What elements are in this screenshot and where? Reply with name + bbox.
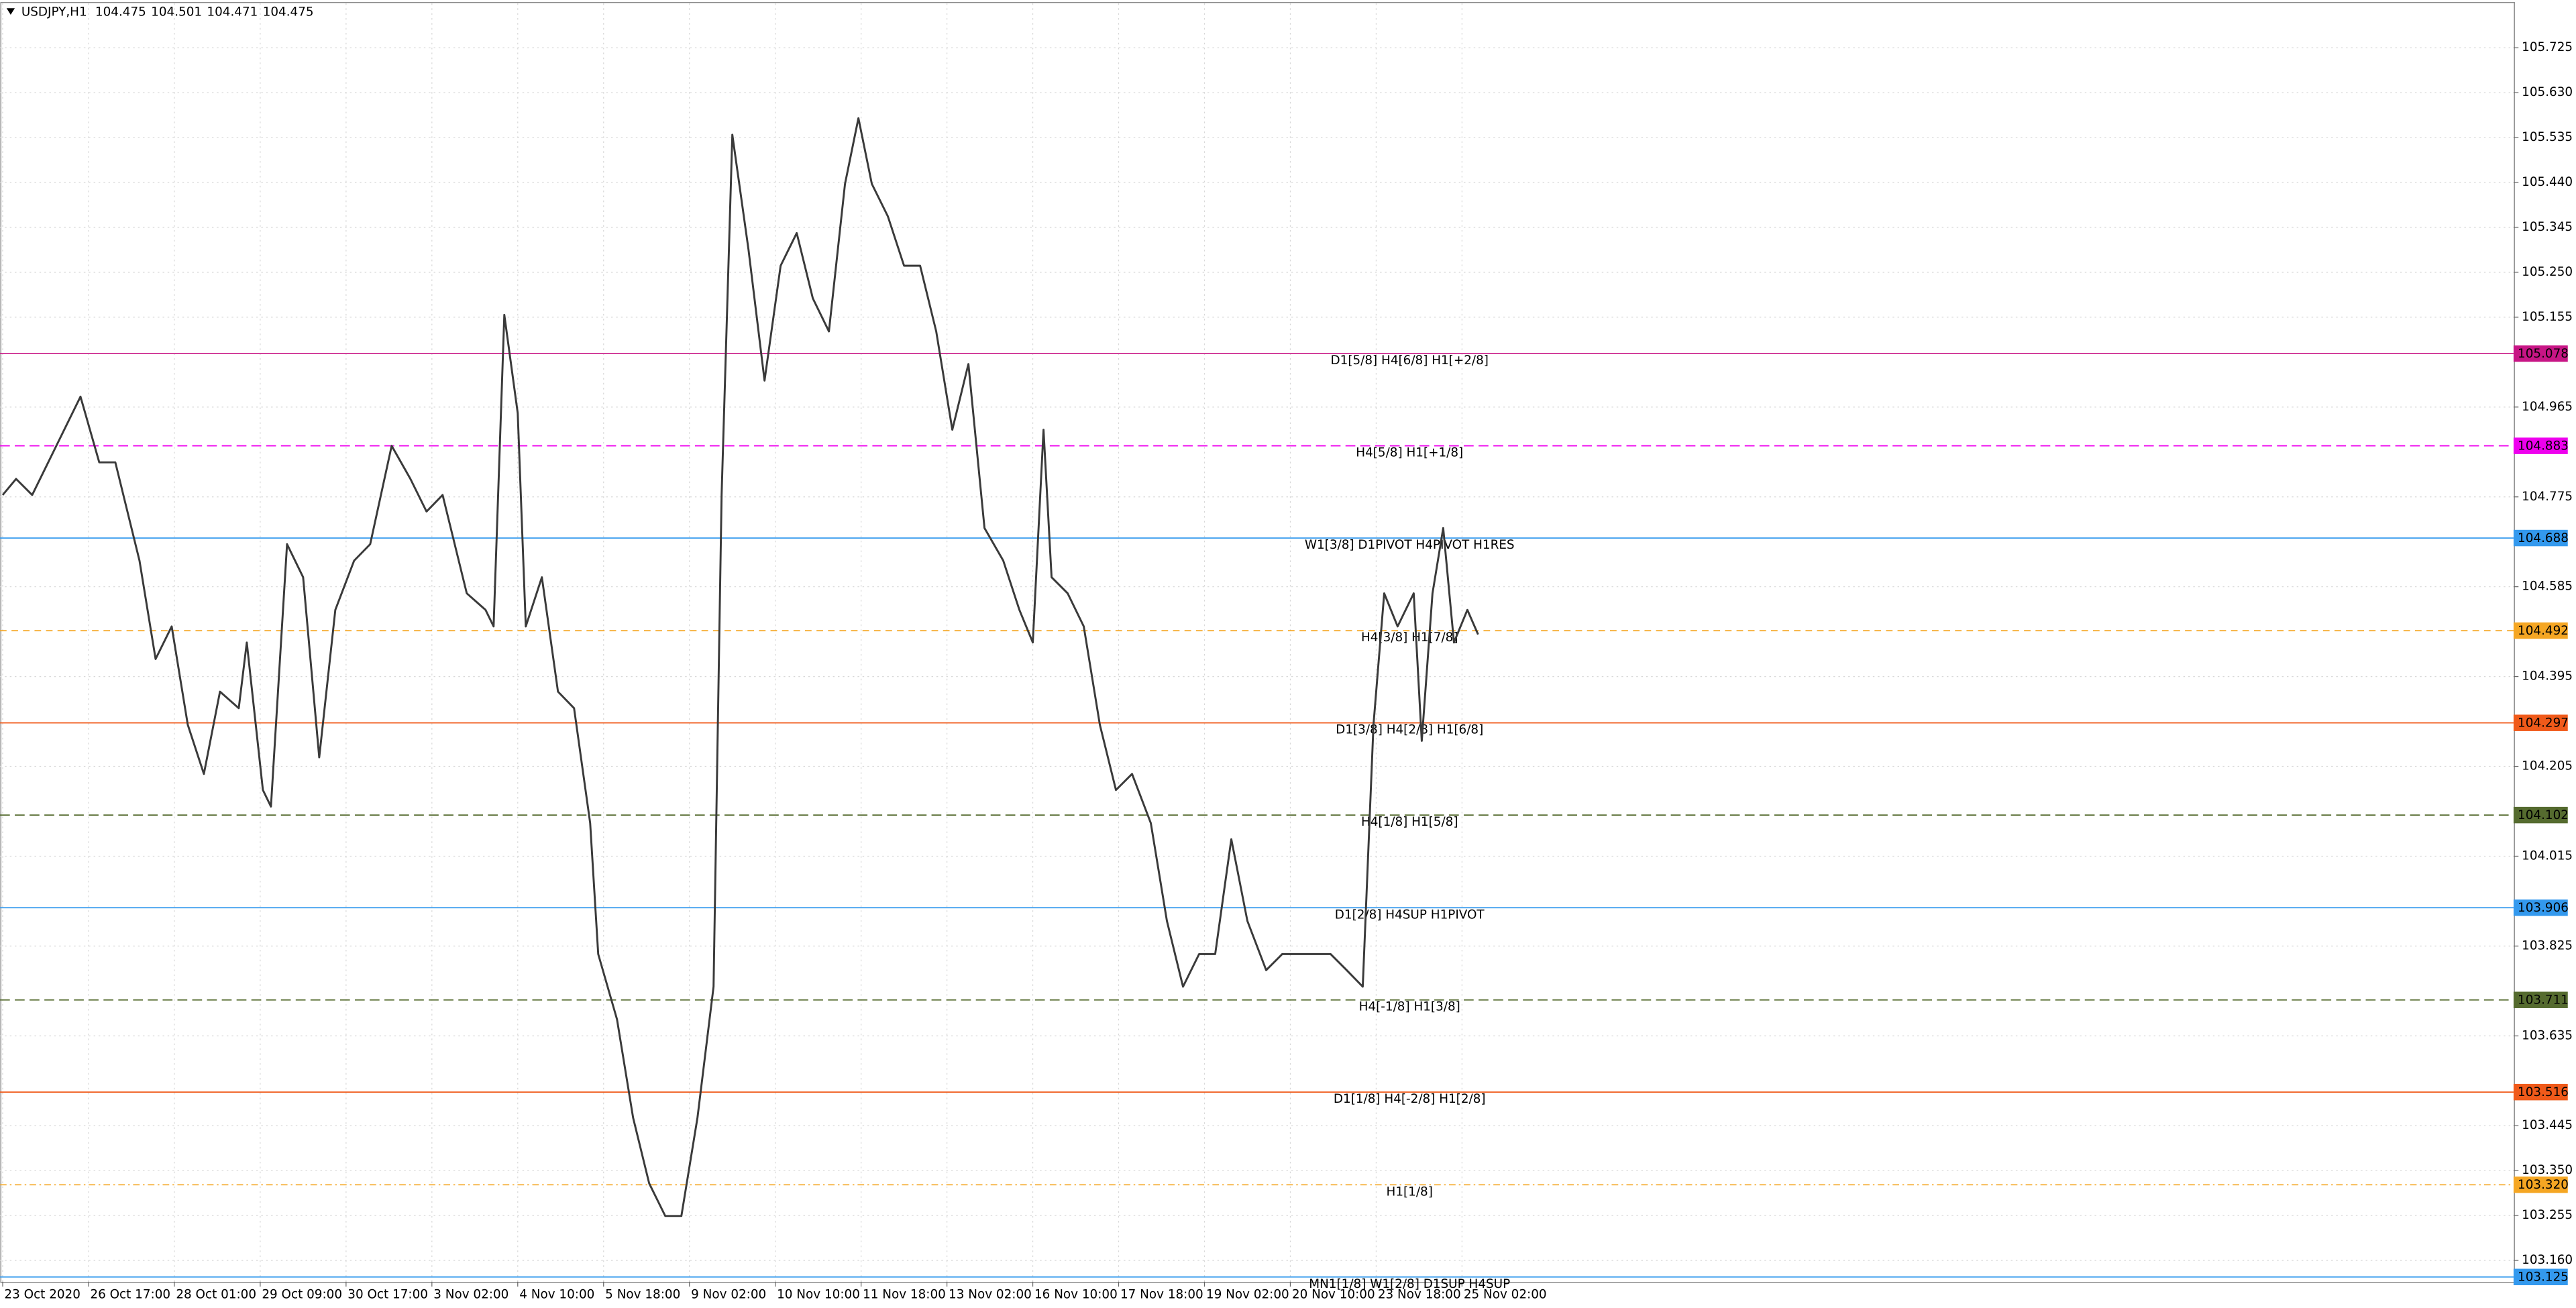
x-tick-label: 13 Nov 02:00 — [949, 1287, 1032, 1301]
price-tag-label: 104.688 — [2518, 531, 2569, 545]
price-tag — [2513, 991, 2568, 1008]
price-tag — [2513, 345, 2568, 362]
price-tag — [2513, 806, 2568, 824]
price-tag-label: 103.906 — [2518, 901, 2569, 915]
level-label: D1[2/8] H4SUP H1PIVOT — [1335, 908, 1485, 922]
ohlc-value: 104.471 — [207, 5, 258, 19]
price-tag — [2513, 900, 2568, 916]
y-tick-label: 105.345 — [2522, 220, 2573, 234]
x-tick-label: 30 Oct 17:00 — [347, 1287, 428, 1301]
plot-frame — [0, 1, 2515, 1283]
price-tag — [2513, 622, 2568, 639]
y-tick-label: 104.395 — [2522, 669, 2573, 684]
menu-arrow[interactable] — [6, 8, 15, 15]
price-line — [1, 117, 1479, 1217]
price-tag-label: 105.078 — [2518, 347, 2569, 361]
level-label: D1[5/8] H4[6/8] H1[+2/8] — [1331, 353, 1489, 368]
price-tag — [2513, 714, 2568, 731]
price-tag-label: 104.297 — [2518, 716, 2569, 730]
y-tick-label: 104.205 — [2522, 759, 2573, 773]
ohlc-readout: 104.475 104.501 104.471 104.475 — [95, 5, 314, 19]
y-tick-label: 105.535 — [2522, 130, 2573, 144]
y-tick-label: 103.445 — [2522, 1118, 2573, 1132]
price-tag — [2513, 1177, 2568, 1193]
price-tag-label: 104.883 — [2518, 439, 2569, 453]
price-tag — [2513, 1268, 2568, 1286]
y-tick-label: 104.965 — [2522, 400, 2573, 414]
price-tag-label: 103.711 — [2518, 993, 2569, 1007]
y-tick-label: 105.630 — [2522, 85, 2573, 99]
y-tick-label: 104.775 — [2522, 490, 2573, 504]
y-tick-label: 103.160 — [2522, 1253, 2573, 1267]
x-tick-label: 5 Nov 18:00 — [605, 1287, 680, 1301]
x-tick-label: 4 Nov 10:00 — [519, 1287, 594, 1301]
y-tick-label: 105.155 — [2522, 310, 2573, 324]
y-tick-label: 103.825 — [2522, 938, 2573, 952]
ohlc-value: 104.475 — [95, 5, 146, 19]
price-tag-label: 103.516 — [2518, 1085, 2569, 1099]
level-label: MN1[1/8] W1[2/8] D1SUP H4SUP — [1309, 1277, 1510, 1291]
y-tick-label: 105.725 — [2522, 40, 2573, 54]
x-tick-label: 26 Oct 17:00 — [90, 1287, 170, 1301]
x-tick-label: 16 Nov 10:00 — [1034, 1287, 1118, 1301]
x-tick-label: 25 Nov 02:00 — [1464, 1287, 1547, 1301]
price-tag — [2513, 1083, 2568, 1101]
ohlc-value: 104.501 — [151, 5, 202, 19]
y-tick-label: 105.440 — [2522, 175, 2573, 189]
y-tick-label: 103.255 — [2522, 1208, 2573, 1222]
x-tick-label: 28 Oct 01:00 — [176, 1287, 256, 1301]
level-label: H4[5/8] H1[+1/8] — [1356, 446, 1463, 460]
level-label: H4[1/8] H1[5/8] — [1361, 815, 1458, 829]
price-tag — [2513, 437, 2568, 454]
x-tick-label: 23 Oct 2020 — [4, 1287, 80, 1301]
level-label: H4[-1/8] H1[3/8] — [1359, 1000, 1460, 1014]
y-tick-label: 105.250 — [2522, 265, 2573, 279]
x-tick-label: 10 Nov 10:00 — [777, 1287, 860, 1301]
level-label: H4[3/8] H1[7/8] — [1361, 631, 1458, 645]
y-tick-label: 104.015 — [2522, 849, 2573, 863]
y-tick-label: 103.635 — [2522, 1028, 2573, 1042]
x-tick-label: 17 Nov 18:00 — [1120, 1287, 1203, 1301]
price-tag-label: 103.320 — [2518, 1178, 2569, 1192]
x-tick-label: 11 Nov 18:00 — [863, 1287, 946, 1301]
price-tag-label: 103.125 — [2518, 1270, 2569, 1284]
symbol-title: USDJPY,H1 — [21, 5, 87, 19]
x-tick-label: 23 Nov 18:00 — [1378, 1287, 1461, 1301]
x-tick-label: 20 Nov 10:00 — [1292, 1287, 1375, 1301]
level-label: H1[1/8] — [1387, 1185, 1433, 1199]
x-tick-label: 19 Nov 02:00 — [1206, 1287, 1289, 1301]
level-label: W1[3/8] D1PIVOT H4PIVOT H1RES — [1305, 538, 1515, 552]
x-tick-label: 9 Nov 02:00 — [691, 1287, 766, 1301]
x-tick-label: 29 Oct 09:00 — [262, 1287, 342, 1301]
y-tick-label: 103.350 — [2522, 1163, 2573, 1177]
level-label: D1[1/8] H4[-2/8] H1[2/8] — [1334, 1092, 1486, 1106]
price-tag-label: 104.102 — [2518, 808, 2569, 822]
price-tag-label: 104.492 — [2518, 624, 2569, 638]
x-tick-label: 3 Nov 02:00 — [433, 1287, 508, 1301]
level-label: D1[3/8] H4[2/8] H1[6/8] — [1336, 723, 1483, 737]
y-tick-label: 104.585 — [2522, 580, 2573, 594]
price-tag — [2513, 529, 2568, 547]
ohlc-value: 104.475 — [263, 5, 314, 19]
